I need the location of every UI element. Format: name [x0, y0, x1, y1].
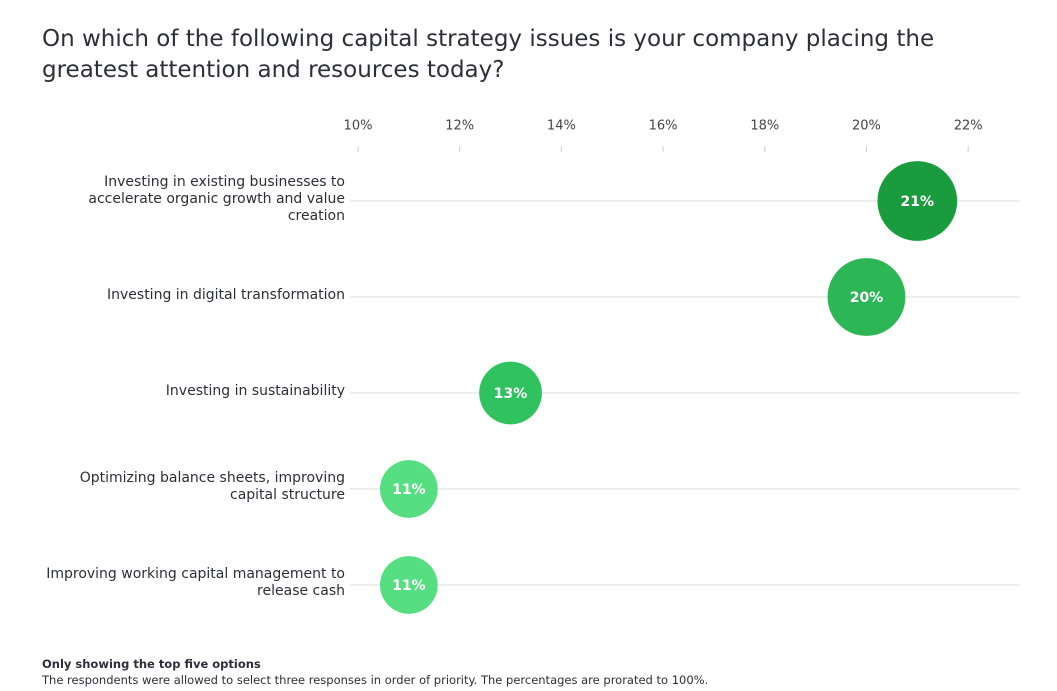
value-label: 13% — [494, 386, 528, 402]
x-tick-label: 16% — [649, 119, 678, 134]
category-label: Improving working capital management to … — [46, 566, 345, 599]
bubble — [379, 556, 438, 614]
value-label: 21% — [901, 194, 935, 210]
x-tick-label: 10% — [344, 119, 373, 134]
footnote: The respondents were allowed to select t… — [42, 673, 709, 687]
category-label: Investing in sustainability — [165, 382, 345, 399]
category-label: Optimizing balance sheets, improving cap… — [79, 470, 345, 503]
bubble — [827, 258, 906, 336]
category-label: Investing in digital transformation — [107, 286, 345, 303]
bubble — [379, 460, 438, 518]
bubble — [479, 361, 542, 425]
x-tick-label: 14% — [547, 119, 576, 134]
x-tick-label: 22% — [954, 119, 983, 134]
x-tick-label: 18% — [750, 119, 779, 134]
value-label: 20% — [850, 290, 884, 306]
category-label: Investing in existing businesses to acce… — [88, 173, 345, 224]
value-label: 11% — [392, 578, 426, 594]
footnote: Only showing the top five options — [42, 657, 261, 671]
value-label: 11% — [392, 482, 426, 498]
chart-title: On which of the following capital strate… — [42, 26, 935, 83]
x-tick-label: 20% — [852, 119, 881, 134]
bubble — [877, 161, 958, 241]
x-tick-label: 12% — [445, 119, 474, 134]
